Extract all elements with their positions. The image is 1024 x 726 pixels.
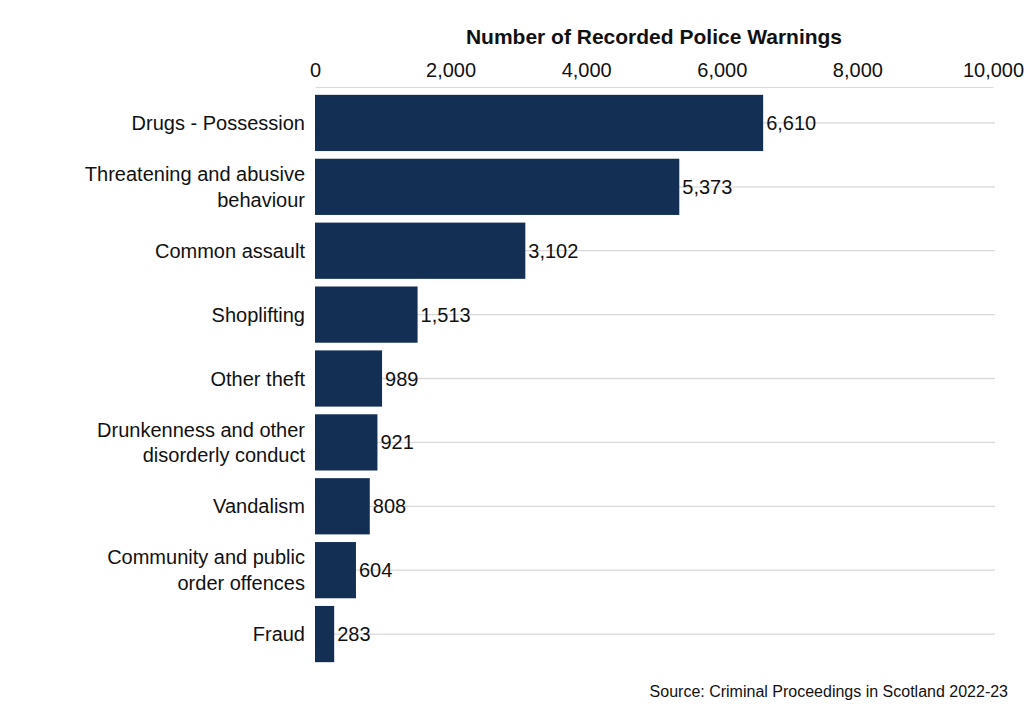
grid-line (315, 633, 995, 634)
data-label: 1,513 (421, 304, 471, 326)
tick-label: 4,000 (562, 59, 612, 81)
bars (315, 95, 763, 662)
data-label: 604 (359, 559, 392, 581)
bar (315, 287, 418, 343)
y-axis: Drugs - Possession Threatening and abusiv… (85, 112, 315, 645)
tick-label: Community and public order offences (107, 546, 305, 594)
tick: Vandalism (213, 495, 315, 517)
bar (315, 95, 763, 151)
tick: Drunkenness and other disorderly conduct (97, 419, 315, 467)
x-axis: 0 2,000 4,000 6,000 8,000 10,000 (310, 59, 1024, 88)
tick: Other theft (211, 368, 316, 390)
grid-line (315, 570, 995, 571)
bar (315, 542, 356, 598)
data-label: 283 (337, 623, 370, 645)
tick-label: Other theft (211, 368, 306, 390)
tick-label-line: Other theft (211, 368, 306, 390)
tick: Fraud (253, 623, 315, 645)
bar (315, 414, 377, 470)
grid-line (315, 506, 995, 507)
bar (315, 159, 679, 215)
tick: 10,000 (963, 59, 1024, 87)
source-note: Source: Criminal Proceedings in Scotland… (650, 683, 1009, 700)
data-label: 5,373 (682, 176, 732, 198)
tick: 4,000 (562, 59, 612, 87)
tick-label: 6,000 (697, 59, 747, 81)
tick: 0 (310, 59, 321, 87)
tick-label: Drunkenness and other disorderly conduct (97, 419, 305, 467)
tick: Common assault (155, 240, 315, 262)
tick-label: Threatening and abusive behaviour (85, 163, 305, 211)
tick: 2,000 (426, 59, 476, 87)
tick-label-line: Drugs - Possession (132, 112, 305, 134)
tick-label-line: behaviour (217, 189, 305, 211)
tick-label: Common assault (155, 240, 306, 262)
chart: 0 2,000 4,000 6,000 8,000 10,000 Number of Rec… (0, 0, 1024, 726)
bar (315, 350, 382, 406)
tick-label-line: Fraud (253, 623, 305, 645)
axis-title: Number of Recorded Police Warnings (466, 25, 842, 48)
tick-label-line: Threatening and abusive (85, 163, 305, 185)
tick: Drugs - Possession (132, 112, 315, 134)
tick-label: 0 (310, 59, 321, 81)
grid-line (315, 442, 995, 443)
axis-line (316, 87, 994, 88)
tick: Threatening and abusive behaviour (85, 163, 315, 211)
data-label: 989 (385, 368, 418, 390)
tick: Shoplifting (212, 304, 315, 326)
tick-label: Fraud (253, 623, 305, 645)
tick-label: Shoplifting (212, 304, 305, 326)
data-label: 6,610 (766, 112, 816, 134)
data-label: 3,102 (528, 240, 578, 262)
tick: Community and public order offences (107, 546, 315, 594)
tick-label-line: disorderly conduct (143, 444, 306, 466)
tick-label-line: Drunkenness and other (97, 419, 305, 441)
tick-label: 10,000 (963, 59, 1024, 81)
tick-label: 2,000 (426, 59, 476, 81)
tick-label-line: Common assault (155, 240, 306, 262)
data-labels: 6,610 5,373 3,102 1,513 989 921 808 604 283 (337, 112, 816, 645)
grid (315, 123, 995, 634)
tick-label: Drugs - Possession (132, 112, 305, 134)
tick-label-line: Community and public (107, 546, 305, 568)
tick-label: Vandalism (213, 495, 305, 517)
bar (315, 223, 525, 279)
tick-label-line: Vandalism (213, 495, 305, 517)
tick: 6,000 (697, 59, 747, 87)
tick-label-line: Shoplifting (212, 304, 305, 326)
data-label: 921 (380, 431, 413, 453)
data-label: 808 (373, 495, 406, 517)
tick: 8,000 (833, 59, 883, 87)
bar (315, 606, 334, 662)
tick-label-line: order offences (178, 572, 306, 594)
bar (315, 478, 370, 534)
tick-label: 8,000 (833, 59, 883, 81)
